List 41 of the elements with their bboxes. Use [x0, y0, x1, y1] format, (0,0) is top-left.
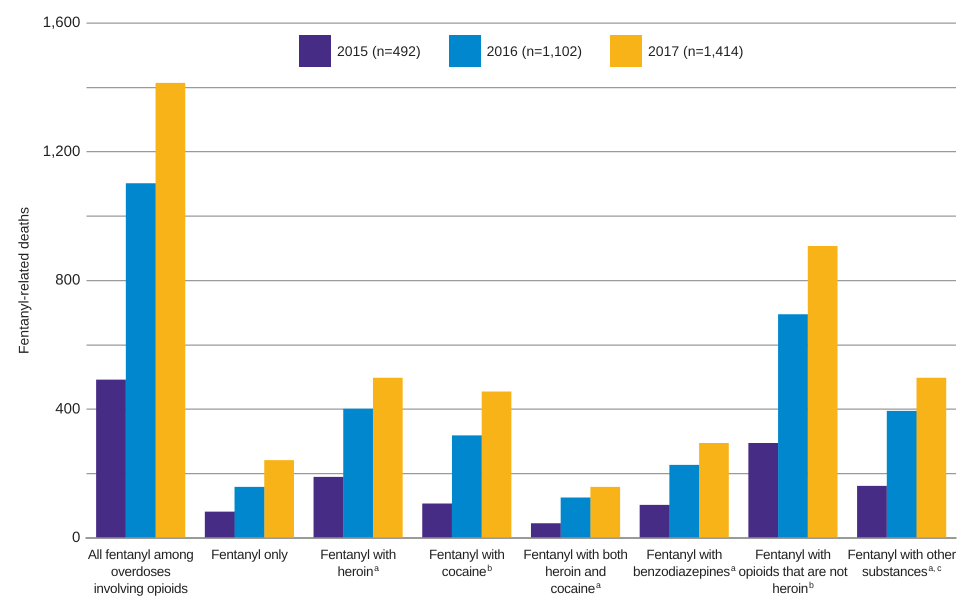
legend-label: 2016 (n=1,102): [486, 43, 582, 59]
bar: [482, 392, 512, 538]
bar: [886, 410, 917, 538]
bar: [234, 486, 264, 538]
bar: [422, 504, 452, 538]
text: 1,200: [42, 142, 80, 160]
bar: [560, 497, 590, 538]
bar: [778, 314, 808, 538]
bar: [156, 82, 186, 538]
legend-label: 2015 (n=492): [336, 43, 421, 59]
bar: [343, 408, 373, 538]
bar: [808, 246, 838, 538]
x-tick-label: Fentanyl only: [210, 546, 289, 563]
bar: [126, 183, 156, 538]
x-tick-label: Fentanyl with cocaine$^{b}$: [428, 546, 506, 580]
text: 1,600: [42, 14, 80, 32]
bar: [96, 380, 126, 538]
x-tick-label: Fentanyl with benzodiazepines$^{a}$: [633, 547, 736, 579]
bar: [372, 378, 403, 538]
y-tick-label: 400: [55, 400, 80, 418]
x-tick-label: All fentanyl among overdoses involving opioids: [86, 546, 195, 597]
legend-label: 2017 (n=1,414): [648, 43, 744, 59]
y-tick-label: 800: [55, 272, 80, 289]
bar: [669, 464, 700, 538]
bar: [748, 443, 778, 538]
bar: [857, 486, 887, 538]
bar: [640, 504, 670, 538]
bar: [314, 476, 344, 538]
bar: [204, 512, 235, 538]
bar: [590, 486, 620, 538]
bar: [452, 435, 482, 538]
y-tick-label: 0: [72, 529, 80, 546]
x-tick-label: Fentanyl with both heroin and cocaine$^{a}$: [522, 546, 629, 597]
bar: [916, 378, 946, 538]
x-tick-label: Fentanyl with heroin$^{a}$: [319, 546, 397, 580]
y-axis-title: Fentanyl-related deaths: [15, 206, 32, 354]
x-tick-label: Fentanyl with opioids that are not heroin$^{b}$: [738, 546, 848, 597]
x-tick-label: Fentanyl with other substances$^{a, c}$: [847, 547, 956, 579]
bar: [699, 443, 729, 538]
bar: [530, 523, 561, 538]
bar: [264, 460, 294, 538]
